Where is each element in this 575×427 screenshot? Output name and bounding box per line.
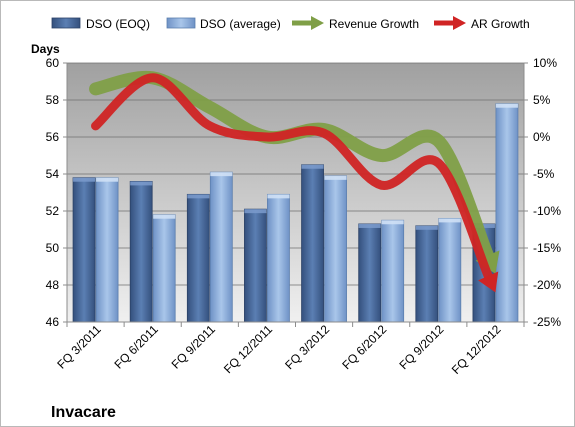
bar-top-dso-eoq	[130, 181, 153, 186]
y2-tick-label: -5%	[533, 167, 555, 181]
bar-dso-average	[209, 171, 233, 323]
legend-swatch-dso-eoq	[51, 17, 81, 29]
y2-tick-label: -15%	[533, 241, 561, 255]
bar-dso-average	[324, 175, 347, 323]
bar-dso-average	[438, 217, 462, 323]
bar-top-dso-average	[438, 218, 461, 223]
y2-tick-label: 5%	[533, 93, 551, 107]
bar-top-dso-eoq	[301, 164, 324, 169]
bar-dso-eoq	[186, 193, 210, 323]
bar-dso-eoq	[244, 208, 267, 323]
x-tick-label: FQ 3/2012	[282, 322, 332, 372]
x-axis-ticks: FQ 3/2011 FQ 6/2011 FQ 9/2011 FQ 12/2011 FQ …	[54, 322, 525, 377]
bar-top-dso-average	[267, 194, 290, 199]
legend-arrowhead-ar-growth	[453, 16, 466, 30]
y-axis-ticks: 46 48 50 52 54 56 58 60	[46, 56, 67, 329]
y-axis-title: Days	[31, 42, 60, 56]
x-tick-label: FQ 6/2011	[111, 322, 161, 372]
bar-dso-average	[495, 103, 519, 323]
bar-top-dso-average	[96, 177, 119, 182]
y2-tick-label: -10%	[533, 204, 561, 218]
legend-arrowhead-revenue-growth	[311, 16, 324, 30]
bar-dso-average	[267, 193, 290, 323]
x-tick-label: FQ 9/2011	[169, 322, 219, 372]
bar-dso-average	[152, 214, 176, 323]
y2-tick-label: 0%	[533, 130, 551, 144]
bar-top-dso-eoq	[358, 223, 381, 228]
legend-label-revenue-growth: Revenue Growth	[329, 17, 419, 31]
legend-label-dso-eoq: DSO (EOQ)	[86, 17, 150, 31]
legend-label-dso-average: DSO (average)	[200, 17, 281, 31]
bar-dso-eoq	[72, 177, 96, 323]
bar-top-dso-eoq	[187, 194, 210, 199]
y2-axis-ticks: -25% -20% -15% -10% -5% 0% 5% 10%	[524, 56, 561, 329]
bar-top-dso-average	[381, 220, 404, 225]
bar-top-dso-average	[153, 214, 176, 219]
y2-tick-label: 10%	[533, 56, 557, 70]
y-tick-label: 48	[46, 278, 60, 292]
bar-top-dso-average	[210, 172, 233, 177]
y-tick-label: 50	[46, 241, 60, 255]
y2-tick-label: -25%	[533, 315, 561, 329]
line-ar-growth	[91, 73, 493, 281]
y-tick-label: 54	[46, 167, 60, 181]
y-tick-label: 56	[46, 130, 60, 144]
legend-swatch-dso-average	[166, 17, 196, 29]
legend: DSO (EOQ) DSO (average) Revenue Growth A…	[51, 16, 530, 31]
bar-top-dso-average	[324, 175, 347, 180]
x-tick-label: FQ 6/2012	[339, 322, 389, 372]
bar-top-dso-eoq	[244, 209, 267, 214]
x-tick-label: FQ 9/2012	[396, 322, 446, 372]
legend-label-ar-growth: AR Growth	[471, 17, 530, 31]
y-tick-label: 52	[46, 204, 60, 218]
y-tick-label: 46	[46, 315, 60, 329]
bar-dso-average	[95, 177, 119, 323]
bar-dso-eoq	[129, 180, 153, 323]
x-tick-label: FQ 12/2011	[221, 322, 275, 376]
y-tick-label: 60	[46, 56, 60, 70]
bar-dso-eoq	[301, 164, 324, 323]
y-tick-label: 58	[46, 93, 60, 107]
y2-tick-label: -20%	[533, 278, 561, 292]
bar-top-dso-eoq	[415, 225, 438, 230]
bar-top-dso-eoq	[472, 223, 495, 228]
bar-dso-eoq	[415, 225, 439, 323]
growth-lines	[89, 70, 500, 293]
x-tick-label: FQ 3/2011	[54, 322, 104, 372]
company-name: Invacare	[51, 404, 116, 421]
bar-dso-average	[381, 219, 405, 323]
bars	[72, 103, 519, 323]
x-tick-label: FQ 12/2012	[449, 322, 504, 377]
bar-top-dso-eoq	[73, 177, 96, 182]
bar-dso-eoq	[358, 223, 382, 323]
arrowhead-ar-growth	[478, 271, 499, 293]
bar-top-dso-average	[495, 103, 518, 108]
